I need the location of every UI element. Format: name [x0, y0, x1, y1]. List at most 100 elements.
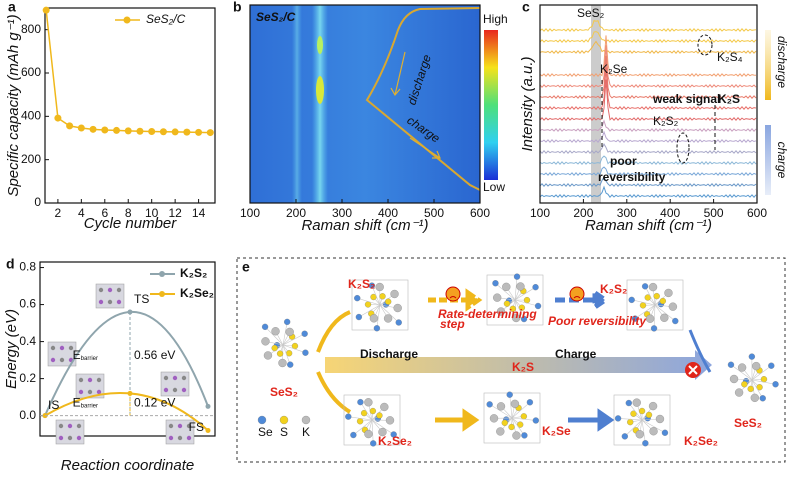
colorbar-label: High — [483, 12, 508, 26]
atom — [760, 376, 768, 383]
atom — [526, 399, 534, 406]
atom — [645, 411, 653, 419]
atom — [734, 388, 744, 397]
x-tick-label: 12 — [168, 206, 182, 220]
atom — [759, 395, 766, 402]
heatmap-hotspot — [317, 36, 323, 54]
atom — [639, 302, 647, 309]
atom — [532, 284, 539, 291]
legend-atom — [257, 415, 267, 425]
bond — [624, 419, 643, 437]
atom — [641, 283, 649, 290]
bond — [628, 402, 643, 421]
point — [42, 6, 50, 14]
atom — [375, 282, 384, 292]
x-axis-label: Cycle number — [84, 215, 178, 232]
x-tick-label: 200 — [573, 206, 593, 220]
x-tick-label: 600 — [470, 206, 490, 220]
bond — [358, 304, 381, 318]
atom — [642, 440, 649, 447]
x-tick-label: 100 — [530, 206, 550, 220]
atom — [87, 377, 93, 383]
atom — [506, 391, 513, 398]
structure-image — [95, 283, 125, 309]
atom — [508, 423, 515, 431]
atom — [370, 440, 377, 447]
legend-marker — [159, 291, 165, 297]
x-tick-label: 300 — [617, 206, 637, 220]
atom — [747, 385, 754, 393]
value-label: 0.56 eV — [134, 348, 175, 362]
atom — [614, 415, 622, 422]
atom — [172, 375, 178, 381]
atom — [261, 323, 269, 330]
atom — [116, 299, 122, 305]
atom — [395, 319, 402, 326]
spectrum-trace — [539, 55, 757, 99]
branch-arrow — [316, 310, 351, 353]
atom — [385, 416, 395, 425]
atom — [668, 302, 678, 311]
atom — [534, 302, 542, 310]
atom — [301, 330, 308, 337]
structure-image — [55, 419, 85, 445]
atom — [87, 389, 93, 395]
spectrum-trace — [539, 166, 757, 176]
atom — [78, 389, 84, 395]
x-tick-label: 400 — [660, 206, 680, 220]
side-label: discharge — [775, 36, 789, 88]
bond — [489, 404, 513, 419]
atom — [50, 357, 56, 363]
atom — [68, 345, 74, 351]
diagram-label: SeS₂ — [270, 385, 298, 399]
atom — [748, 353, 756, 360]
heatmap-streak — [292, 5, 302, 203]
legend-atom — [279, 415, 289, 425]
point — [206, 129, 214, 137]
atom — [364, 398, 373, 407]
bond — [618, 418, 643, 421]
annotation: K₂Se — [600, 62, 628, 76]
atom — [181, 375, 187, 381]
atom — [630, 410, 637, 417]
spectrum-trace — [539, 79, 757, 121]
x-tick-label: 600 — [747, 206, 767, 220]
bond — [514, 276, 518, 301]
point — [54, 114, 62, 122]
atom — [287, 361, 294, 368]
bond — [282, 321, 288, 346]
spectrum-trace — [539, 119, 757, 132]
atom — [653, 292, 660, 300]
panel-label: b — [233, 0, 242, 15]
atom — [737, 363, 747, 372]
atom — [489, 414, 499, 423]
atom — [509, 305, 517, 312]
annotation: K₂S₄ — [717, 50, 743, 64]
annotation: weak signal — [652, 92, 720, 106]
atom — [285, 327, 294, 337]
y-tick-label: 0 — [34, 195, 41, 209]
point — [77, 124, 85, 132]
atom — [302, 349, 309, 356]
panel-label: e — [242, 259, 250, 275]
atom — [503, 300, 511, 307]
point — [101, 126, 109, 134]
bond — [371, 419, 394, 435]
bond — [282, 344, 291, 365]
bond — [751, 365, 772, 381]
atom — [768, 362, 775, 369]
atom — [672, 317, 679, 325]
atom — [373, 325, 381, 332]
atom — [345, 413, 352, 420]
atom — [492, 280, 499, 287]
bond — [371, 285, 381, 306]
atom — [502, 282, 511, 292]
y-tick-label: 0.2 — [19, 371, 36, 385]
state-label: TS — [134, 292, 149, 306]
diagram-label: SeS₂ — [734, 416, 762, 430]
atom — [627, 418, 634, 426]
atom — [511, 313, 521, 323]
spectrum-trace — [539, 185, 757, 199]
sad-face — [569, 286, 585, 302]
x-axis-label: Reaction coordinate — [61, 457, 194, 474]
